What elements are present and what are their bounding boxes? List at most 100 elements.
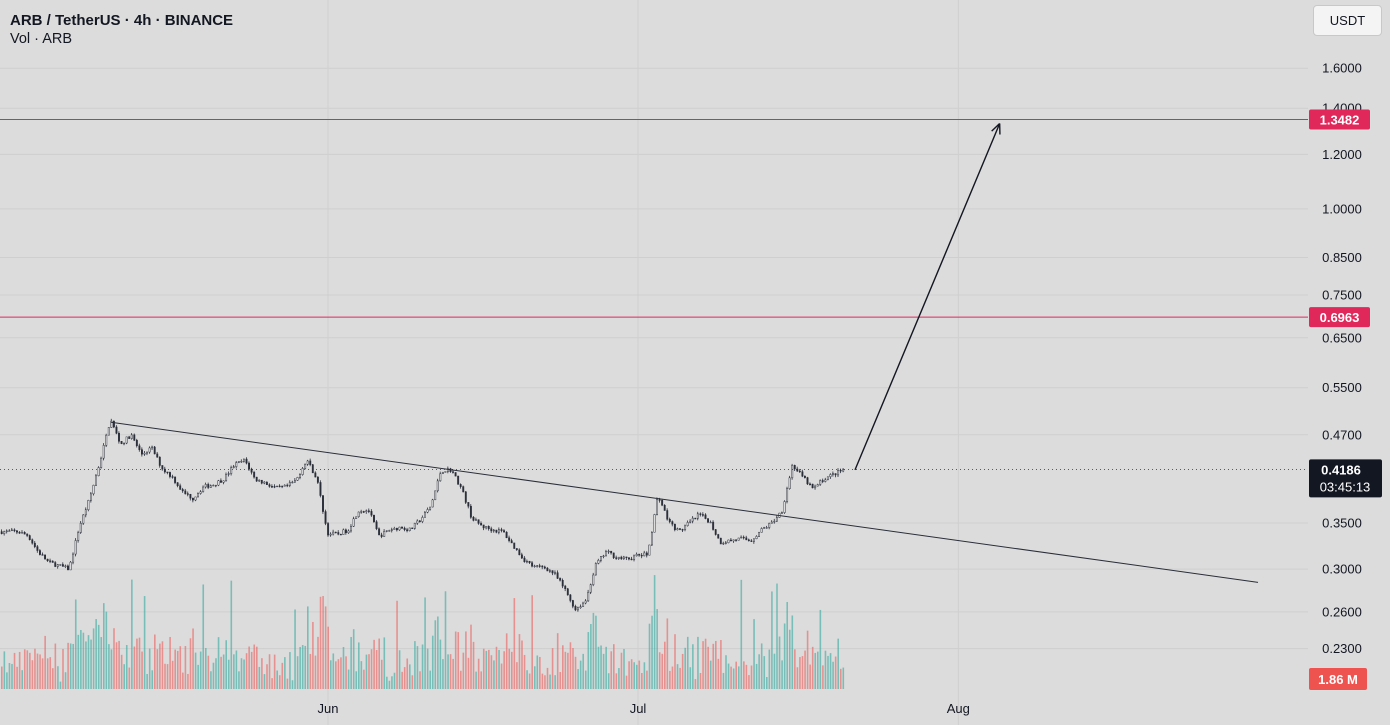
volume-bar	[256, 646, 258, 689]
volume-bar	[309, 653, 312, 689]
volume-bar	[653, 575, 656, 689]
candle-body	[79, 522, 82, 533]
candle-body	[814, 485, 817, 489]
candle-body	[112, 420, 115, 428]
volume-bar	[526, 670, 528, 689]
candle-body	[671, 521, 674, 525]
volume-bar	[284, 657, 286, 689]
candle-body	[0, 531, 3, 534]
candle-body	[747, 539, 750, 542]
candle-body	[128, 436, 131, 439]
volume-bar	[712, 643, 715, 689]
price-axis[interactable]: 1.60001.40001.20001.00000.85000.75000.65…	[1322, 61, 1362, 656]
volume-bar	[131, 579, 133, 689]
volume-bar	[90, 639, 92, 689]
volume-bar	[207, 655, 210, 689]
volume-indicator-title[interactable]: Vol · ARB	[10, 31, 73, 47]
forecast-arrow	[854, 123, 1001, 471]
candle-body	[5, 530, 8, 532]
candle-body	[278, 485, 281, 488]
volume-bar	[778, 636, 781, 689]
volume-bar	[715, 640, 717, 689]
candle-body	[265, 481, 268, 485]
candle-body	[750, 540, 753, 542]
volume-bar	[373, 639, 375, 689]
candle-body	[811, 483, 814, 489]
volume-value-label	[1309, 668, 1367, 690]
price-tick-label: 1.0000	[1322, 201, 1362, 216]
candle-body	[166, 471, 169, 474]
volume-bar	[829, 653, 832, 689]
candle-body	[582, 602, 585, 607]
volume-bar	[699, 672, 702, 689]
volume-bar	[409, 664, 411, 689]
candle-body	[253, 472, 256, 478]
candle-body	[189, 493, 192, 499]
candle-body	[760, 528, 763, 533]
candle-body	[416, 520, 419, 524]
volume-bar	[809, 664, 811, 689]
candle-body	[712, 521, 715, 530]
candle-body	[87, 500, 90, 511]
candle-body	[77, 532, 80, 541]
volume-bar	[388, 680, 391, 689]
volume-bar	[268, 654, 271, 689]
candle-body	[202, 486, 205, 492]
volume-bar	[8, 663, 11, 689]
volume-bar	[31, 660, 34, 689]
volume-bar	[834, 656, 837, 689]
candle-body	[418, 520, 421, 522]
candle-body	[299, 474, 302, 478]
volume-bar	[95, 619, 97, 689]
volume-value-text: 1.86 M	[1318, 672, 1358, 687]
candle-body	[273, 486, 276, 488]
currency-button[interactable]: USDT	[1313, 5, 1382, 36]
volume-bar	[472, 641, 475, 689]
time-tick-label: Jul	[630, 701, 647, 716]
volume-bar	[485, 650, 488, 689]
candle-body	[429, 506, 432, 510]
volume-bar	[776, 583, 778, 689]
volume-bar	[615, 673, 618, 689]
candle-body	[23, 532, 26, 535]
volume-bar	[546, 667, 549, 689]
volume-bar	[702, 641, 704, 689]
candle-body	[467, 502, 470, 507]
volume-bar	[536, 655, 539, 689]
volume-bar	[577, 669, 579, 689]
symbol-title[interactable]: ARB / TetherUS · 4h · BINANCE	[10, 12, 234, 29]
candle-body	[829, 474, 832, 478]
volume-bar	[635, 664, 638, 689]
candle-body	[622, 556, 625, 560]
volume-bar	[832, 661, 834, 689]
candle-body	[171, 476, 174, 478]
volume-bar	[375, 650, 378, 689]
candle-body	[186, 493, 189, 495]
candle-body	[291, 481, 294, 484]
volume-bar	[261, 658, 263, 689]
candle-body	[447, 468, 449, 472]
volume-bar	[725, 655, 727, 689]
candle-body	[513, 542, 516, 549]
candle-body	[148, 447, 151, 453]
candle-body	[214, 484, 217, 487]
time-axis[interactable]: Jun Jul Aug	[318, 701, 970, 716]
volume-bar	[681, 653, 684, 689]
volume-bar	[817, 651, 819, 689]
candle-body	[804, 475, 806, 478]
candle-body	[694, 517, 697, 520]
volume-bar	[467, 657, 470, 689]
volume-bar	[704, 638, 707, 689]
candle-body	[243, 458, 245, 462]
candle-body	[130, 434, 133, 439]
volume-bar	[146, 673, 148, 689]
candle-body	[620, 556, 623, 560]
volume-bar	[69, 643, 72, 689]
volume-bar	[46, 658, 49, 689]
candle-body	[673, 523, 676, 531]
volume-bar	[34, 648, 36, 689]
candle-body	[549, 570, 551, 572]
volume-bar	[490, 655, 493, 689]
volume-bar	[763, 656, 766, 689]
